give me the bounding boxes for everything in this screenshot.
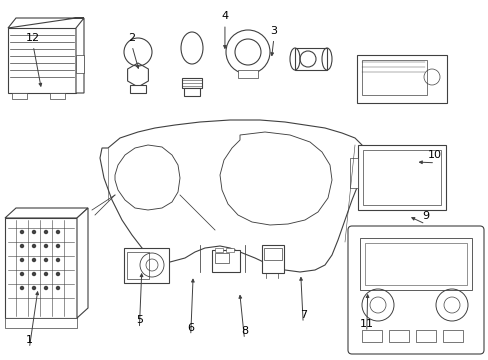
Circle shape [44,244,47,248]
FancyBboxPatch shape [415,330,435,342]
FancyBboxPatch shape [361,60,426,95]
Text: 11: 11 [359,319,373,329]
Circle shape [44,258,47,261]
FancyBboxPatch shape [215,253,228,263]
Text: 1: 1 [26,335,33,345]
FancyBboxPatch shape [183,88,200,96]
Circle shape [20,244,23,248]
Circle shape [44,230,47,234]
Text: 12: 12 [26,33,40,43]
Circle shape [20,273,23,275]
FancyBboxPatch shape [212,250,240,272]
Circle shape [57,230,60,234]
Circle shape [20,287,23,289]
FancyBboxPatch shape [264,248,282,260]
Text: 6: 6 [187,323,194,333]
Circle shape [57,273,60,275]
FancyBboxPatch shape [361,330,381,342]
FancyBboxPatch shape [442,330,462,342]
Circle shape [32,230,36,234]
FancyBboxPatch shape [362,150,440,205]
Polygon shape [5,208,88,218]
FancyBboxPatch shape [50,93,65,99]
Polygon shape [77,208,88,318]
FancyBboxPatch shape [215,248,223,252]
Text: 10: 10 [427,150,441,160]
FancyBboxPatch shape [12,93,27,99]
FancyBboxPatch shape [349,158,357,188]
Circle shape [44,287,47,289]
FancyBboxPatch shape [5,218,77,318]
Polygon shape [5,318,77,328]
FancyBboxPatch shape [388,330,408,342]
FancyBboxPatch shape [238,70,258,78]
FancyBboxPatch shape [294,48,326,70]
FancyBboxPatch shape [225,248,234,252]
Text: 7: 7 [299,310,306,320]
Circle shape [20,258,23,261]
Circle shape [32,244,36,248]
Circle shape [44,273,47,275]
FancyBboxPatch shape [262,245,284,273]
Polygon shape [76,18,84,93]
Polygon shape [8,18,84,28]
Text: 4: 4 [221,11,228,21]
Circle shape [57,287,60,289]
Text: 9: 9 [421,211,428,221]
Circle shape [32,258,36,261]
FancyBboxPatch shape [130,85,146,93]
Circle shape [57,258,60,261]
FancyBboxPatch shape [347,226,483,354]
FancyBboxPatch shape [357,145,445,210]
FancyBboxPatch shape [359,238,471,290]
Text: 8: 8 [241,326,247,336]
FancyBboxPatch shape [364,243,466,285]
FancyBboxPatch shape [182,78,202,88]
FancyBboxPatch shape [8,28,76,93]
Text: 5: 5 [136,315,142,325]
Text: 2: 2 [128,33,135,43]
Text: 3: 3 [270,26,277,36]
FancyBboxPatch shape [127,252,149,279]
FancyBboxPatch shape [124,248,169,283]
Circle shape [20,230,23,234]
FancyBboxPatch shape [356,55,446,103]
FancyBboxPatch shape [76,55,84,73]
Circle shape [57,244,60,248]
Circle shape [32,273,36,275]
Circle shape [32,287,36,289]
